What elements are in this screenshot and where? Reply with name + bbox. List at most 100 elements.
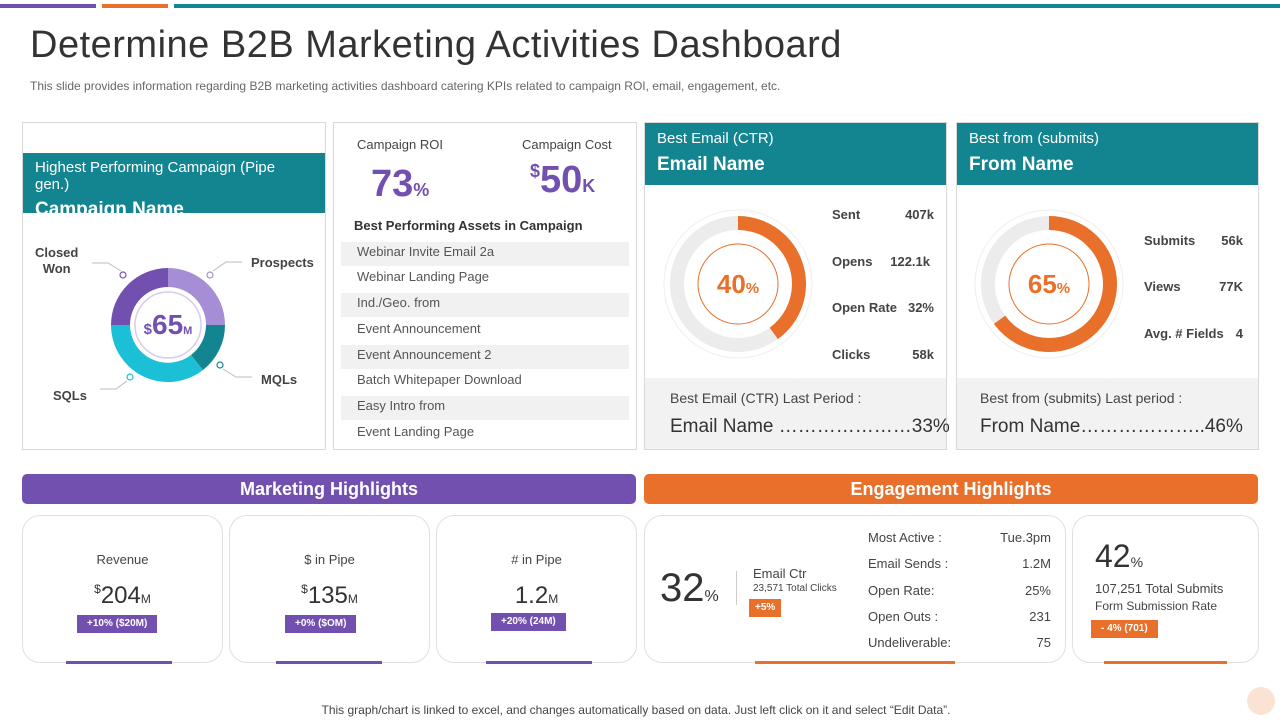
label-sqls: SQLs — [53, 388, 87, 403]
campaign-cost-label: Campaign Cost — [522, 137, 612, 152]
engagement-stat-value: 1.2M — [1022, 556, 1051, 571]
email-gauge-number: 40 — [716, 269, 746, 299]
revenue-value: $204M — [23, 582, 222, 610]
revenue-label: Revenue — [96, 552, 149, 567]
engagement-highlights-header: Engagement Highlights — [644, 474, 1258, 504]
pipeline-unit: M — [183, 325, 193, 337]
email-last-period-label: Best Email (CTR) Last Period : — [670, 390, 862, 406]
pipeline-amount: 65 — [152, 309, 184, 340]
revenue-unit: M — [140, 592, 151, 606]
email-pointer — [788, 371, 804, 379]
campaign-cost-value: $50K — [530, 159, 595, 202]
campaign-panel: Highest Performing Campaign (Pipe gen.) … — [22, 122, 326, 450]
accent-bar-orange — [102, 4, 168, 8]
pipe-count-unit: M — [548, 592, 559, 606]
label-mqls: MQLs — [261, 372, 298, 387]
email-ctr-change-badge: +5% — [749, 599, 782, 617]
revenue-currency: $ — [94, 582, 101, 596]
footer-note: This graph/chart is linked to excel, and… — [321, 703, 951, 717]
asset-row: Webinar Landing Page — [357, 269, 490, 284]
email-ctr-total-clicks: 23,571 Total Clicks — [753, 583, 837, 594]
pipe-count-label: # in Pipe — [511, 552, 562, 567]
email-ctr-number: 32 — [660, 566, 705, 610]
pipe-value-label: $ in Pipe — [304, 552, 355, 567]
email-ctr-unit: % — [704, 588, 719, 605]
campaign-header-label: Highest Performing Campaign (Pipe gen.) — [35, 159, 276, 193]
marketing-highlights-header: Marketing Highlights — [22, 474, 636, 504]
asset-row: Webinar Invite Email 2a — [341, 242, 629, 266]
pipe-value-underline — [276, 661, 382, 664]
cost-currency: $ — [530, 161, 541, 181]
email-stat-label: Clicks — [832, 347, 871, 362]
email-last-period-value: Email Name …………………33% — [670, 416, 950, 437]
email-ctr-gauge — [663, 209, 813, 359]
best-from-name: From Name — [969, 154, 1074, 175]
engagement-stat-label: Open Rate: — [868, 583, 935, 598]
asset-row: Event Announcement — [357, 321, 481, 336]
engagement-stat-label: Open Outs : — [868, 609, 939, 624]
from-stat-value: 56k — [1221, 233, 1243, 248]
campaign-roi-value: 73% — [371, 163, 429, 206]
best-email-panel: Best Email (CTR) Email Name 40% Sent 407… — [644, 122, 950, 450]
from-gauge-number: 65 — [1027, 269, 1057, 299]
pipe-count-change-badge: +20% (24M) — [491, 613, 566, 631]
roi-panel: Campaign ROI 73% Campaign Cost $50K Best… — [333, 122, 637, 450]
engagement-stat-value: 25% — [1024, 583, 1051, 598]
email-gauge-arc — [670, 216, 806, 352]
pipe-value-change-badge: +0% ($OM) — [285, 615, 357, 633]
email-stat-value: 122.1k — [890, 254, 930, 269]
engagement-stat-label: Undeliverable: — [868, 635, 952, 650]
engagement-stat-label: Most Active : — [868, 530, 942, 545]
donut-segment-prospects — [168, 268, 225, 325]
pipe-count-underline — [486, 661, 592, 664]
revenue-underline — [66, 661, 172, 664]
roi-unit: % — [413, 180, 430, 200]
email-gauge-value: 40% — [693, 269, 783, 300]
campaign-header: Highest Performing Campaign (Pipe gen.) … — [23, 153, 325, 220]
pipe-value-unit: M — [347, 592, 358, 606]
submits-change-badge: - 4% (701) — [1091, 620, 1158, 638]
from-gauge-value: 65% — [1004, 269, 1094, 300]
from-last-period-label: Best from (submits) Last period : — [980, 390, 1183, 406]
submits-gauge — [974, 209, 1124, 359]
label-prospects: Prospects — [251, 255, 314, 270]
from-stat-label: Views — [1144, 279, 1181, 294]
email-stat-label: Sent — [832, 207, 861, 222]
best-email-name: Email Name — [657, 154, 765, 175]
email-stat-value: 407k — [905, 207, 934, 222]
campaign-roi-label: Campaign ROI — [357, 137, 443, 152]
submits-rate-label: Form Submission Rate — [1095, 599, 1218, 613]
pipe-value-card: $ in Pipe $135M +0% ($OM) — [229, 515, 430, 664]
from-stat-label: Avg. # Fields — [1144, 326, 1224, 341]
email-ctr-card: 32% Email Ctr 23,571 Total Clicks +5% Mo… — [644, 515, 1066, 664]
pipe-value-number: 135 — [307, 582, 348, 609]
asset-row: Batch Whitepaper Download — [357, 372, 522, 387]
cost-unit: K — [582, 176, 596, 196]
email-stat-value: 32% — [907, 300, 934, 315]
pipe-value-value: $135M — [230, 582, 429, 610]
best-from-panel: Best from (submits) From Name 65% Submit… — [956, 122, 1259, 450]
from-pointer — [1098, 371, 1114, 379]
page-subtitle: This slide provides information regardin… — [30, 79, 781, 93]
submits-number: 42 — [1095, 538, 1131, 574]
best-from-header-label: Best from (submits) — [969, 130, 1100, 147]
accent-bar-teal — [174, 4, 1280, 8]
engagement-stat-label: Email Sends : — [868, 556, 949, 571]
email-ctr-underline — [755, 661, 955, 664]
donut-segment-closed-won — [111, 268, 168, 325]
pipeline-donut-chart — [92, 261, 252, 390]
donut-segment-mqls — [191, 325, 225, 370]
email-ctr-value: 32% — [660, 566, 719, 611]
page-title: Determine B2B Marketing Activities Dashb… — [30, 24, 842, 66]
email-ctr-label: Email Ctr — [753, 566, 807, 581]
email-stat-value: 58k — [912, 347, 934, 362]
email-gauge-unit: % — [745, 280, 760, 297]
asset-row: Easy Intro from — [341, 396, 629, 420]
email-stat-label: Opens — [832, 254, 873, 269]
from-last-period-value: From Name………………..46% — [980, 416, 1243, 437]
best-email-header-label: Best Email (CTR) — [657, 130, 774, 147]
submits-card: 42% 107,251 Total Submits Form Submissio… — [1072, 515, 1259, 664]
pipe-count-value: 1.2M — [437, 582, 636, 610]
email-stat-label: Open Rate — [832, 300, 898, 315]
asset-row: Event Announcement 2 — [341, 345, 629, 369]
